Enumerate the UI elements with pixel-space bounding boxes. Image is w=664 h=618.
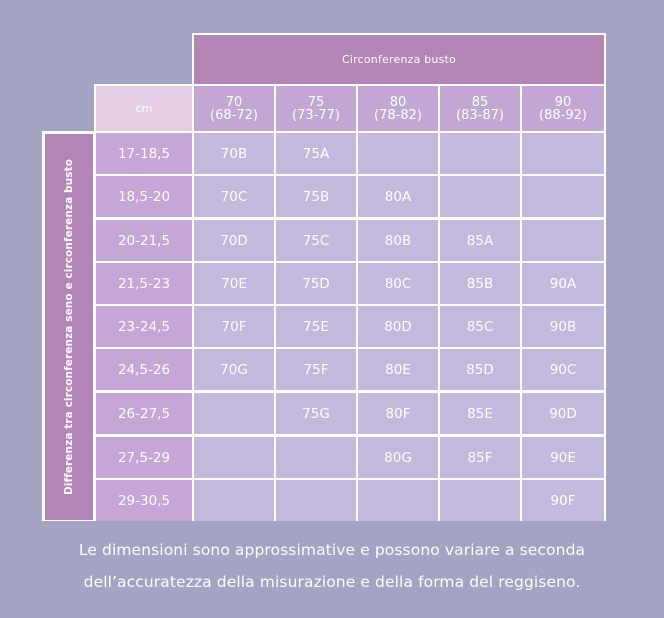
size-cell: 85E: [440, 393, 520, 434]
size-cell: [276, 480, 356, 521]
column-range: (88-92): [539, 107, 587, 123]
size-cell: [440, 176, 520, 217]
size-cell: 90C: [522, 349, 604, 390]
size-cell: 80F: [358, 393, 438, 434]
note-line-2: dell’accuratezza della misurazione e del…: [83, 573, 581, 591]
column-size: 90: [554, 94, 572, 110]
column-range: (78-82): [374, 107, 422, 123]
size-cell: 90B: [522, 306, 604, 347]
size-cell: 85C: [440, 306, 520, 347]
column-size: 70: [225, 94, 243, 110]
size-cell: 70D: [194, 220, 274, 261]
size-cell: 90E: [522, 437, 604, 478]
row-label: 23-24,5: [96, 306, 192, 347]
column-size: 85: [471, 94, 489, 110]
size-cell: 75G: [276, 393, 356, 434]
column-header: 90 (88-92): [522, 86, 604, 131]
size-cell: 90A: [522, 263, 604, 304]
column-range: (68-72): [210, 107, 258, 123]
size-cell: 80B: [358, 220, 438, 261]
size-cell: 75E: [276, 306, 356, 347]
size-cell: 80E: [358, 349, 438, 390]
size-cell: 75F: [276, 349, 356, 390]
size-cell: 90D: [522, 393, 604, 434]
size-cell: 90F: [522, 480, 604, 521]
size-cell: 70B: [194, 133, 274, 174]
header-title: Circonferenza busto: [194, 35, 604, 84]
side-label-box: Differenza tra circonferenza seno e circ…: [45, 134, 93, 520]
size-cell: 70E: [194, 263, 274, 304]
size-cell: 80A: [358, 176, 438, 217]
row-label: 26-27,5: [96, 393, 192, 434]
size-cell: 85A: [440, 220, 520, 261]
size-cell: 75A: [276, 133, 356, 174]
size-cell: [522, 220, 604, 261]
row-label: 24,5-26: [96, 349, 192, 390]
size-cell: 70G: [194, 349, 274, 390]
size-cell: [440, 133, 520, 174]
size-cell: [194, 437, 274, 478]
row-label: 29-30,5: [96, 480, 192, 521]
column-header: 80 (78-82): [358, 86, 438, 131]
size-cell: [194, 480, 274, 521]
size-cell: 80C: [358, 263, 438, 304]
size-cell: 70F: [194, 306, 274, 347]
size-cell: 75D: [276, 263, 356, 304]
column-range: (73-77): [292, 107, 340, 123]
size-cell: 75C: [276, 220, 356, 261]
size-cell: [358, 480, 438, 521]
size-cell: 80D: [358, 306, 438, 347]
size-cell: [522, 133, 604, 174]
row-label: 18,5-20: [96, 176, 192, 217]
column-header: 75 (73-77): [276, 86, 356, 131]
column-size: 80: [389, 94, 407, 110]
row-label: 17-18,5: [96, 133, 192, 174]
note-line-1: Le dimensioni sono approssimative e poss…: [78, 541, 586, 559]
column-header: 70 (68-72): [194, 86, 274, 131]
size-cell: 75B: [276, 176, 356, 217]
side-label: Differenza tra circonferenza seno e circ…: [63, 158, 76, 496]
unit-label: cm: [96, 86, 192, 131]
column-header: 85 (83-87): [440, 86, 520, 131]
column-range: (83-87): [456, 107, 504, 123]
size-cell: 70C: [194, 176, 274, 217]
size-cell: 80G: [358, 437, 438, 478]
size-cell: 85F: [440, 437, 520, 478]
size-cell: [440, 480, 520, 521]
row-label: 27,5-29: [96, 437, 192, 478]
size-cell: [522, 176, 604, 217]
row-label: 20-21,5: [96, 220, 192, 261]
column-size: 75: [307, 94, 325, 110]
size-cell: [194, 393, 274, 434]
size-cell: 85D: [440, 349, 520, 390]
size-cell: [358, 133, 438, 174]
row-label: 21,5-23: [96, 263, 192, 304]
size-cell: 85B: [440, 263, 520, 304]
size-cell: [276, 437, 356, 478]
